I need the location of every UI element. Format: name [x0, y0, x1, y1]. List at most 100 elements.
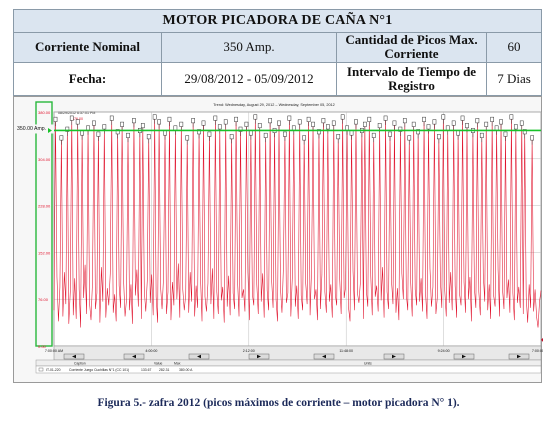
- peak-marker-icon: [503, 131, 508, 137]
- y-axis-frame: [35, 101, 53, 347]
- y-axis-ticks: 380.00 304.00 228.00 152.00 76.00 0.00: [38, 110, 51, 349]
- peak-marker-icon: [494, 125, 499, 131]
- peak-marker-icon: [96, 131, 101, 137]
- peak-marker-icon: [432, 119, 437, 125]
- trend-chart: Trend: Wednesday, August 29, 2012 – Wedn…: [13, 96, 543, 383]
- peak-marker-icon: [354, 119, 358, 125]
- time-nav-buttons[interactable]: [63, 353, 530, 360]
- legend-row-cell: IT-01-220: [46, 368, 61, 372]
- trace-line: [53, 115, 542, 328]
- peak-marker-icon: [311, 121, 315, 127]
- peak-marker-icon: [157, 119, 161, 125]
- peak-marker-icon: [475, 118, 480, 124]
- y-tick-label: 228.00: [38, 204, 51, 209]
- legend-row: [35, 365, 542, 374]
- peak-marker-icon: [416, 129, 420, 135]
- peak-marker-icon: [325, 124, 330, 130]
- arrow-left-icon[interactable]: [197, 354, 201, 359]
- peak-marker-icon: [422, 116, 426, 122]
- peak-marker-icon: [411, 121, 416, 127]
- peak-marker-icon: [197, 129, 201, 135]
- arrow-right-icon[interactable]: [392, 354, 396, 359]
- legend-row-cell: 380.00 A: [179, 368, 193, 372]
- legend-header-cell: Units: [364, 362, 372, 366]
- peak-marker-icon: [363, 121, 367, 127]
- peak-marker-icon: [132, 118, 136, 124]
- peak-marker-icon: [185, 135, 190, 141]
- peak-count-label-line2: Corriente: [384, 46, 439, 62]
- peak-marker-icon: [484, 121, 489, 127]
- peak-marker-icon: [191, 118, 195, 124]
- peak-marker-icon: [263, 132, 268, 138]
- y-tick-label: 0.00: [38, 344, 47, 349]
- x-tick-label: 2:12:00: [243, 349, 255, 353]
- peak-marker-icon: [407, 135, 412, 141]
- x-axis-ticks: 7:00:00 AM 4:00:00 2:12:00 11:48:00 9:24:00 7…: [45, 349, 543, 353]
- peak-marker-icon: [445, 125, 450, 131]
- peak-marker-icon: [179, 121, 184, 127]
- peak-marker-icon: [173, 125, 178, 131]
- cursor-value: 376.00: [72, 117, 83, 121]
- peak-marker-icon: [257, 123, 262, 129]
- peak-marker-icon: [201, 120, 206, 126]
- peak-marker-icon: [217, 124, 222, 130]
- peak-marker-icon: [244, 121, 249, 127]
- peak-marker-icon: [331, 120, 336, 126]
- peak-marker-icon: [249, 130, 253, 136]
- y-tick-label: 152.00: [38, 250, 51, 255]
- peak-marker-icon: [321, 118, 326, 124]
- peak-count-value: 60: [486, 32, 542, 63]
- x-tick-label: 9:24:00: [438, 349, 450, 353]
- peak-marker-icon: [253, 114, 258, 120]
- peak-marker-icon: [513, 124, 518, 130]
- peak-marker-icon: [349, 130, 354, 136]
- nominal-current-value: 350 Amp.: [161, 32, 337, 63]
- legend-header-cell: Value: [154, 362, 163, 366]
- peak-marker-icon: [345, 125, 349, 131]
- peak-marker-icon: [451, 120, 456, 126]
- peak-marker-icon: [223, 119, 228, 125]
- peak-marker-icon: [234, 116, 238, 122]
- table-title: MOTOR PICADORA DE CAÑA N°1: [13, 8, 542, 34]
- peak-marker-icon: [120, 121, 124, 127]
- peak-marker-icon: [367, 116, 372, 122]
- peak-marker-icon: [167, 116, 172, 122]
- peak-marker-icon: [102, 124, 107, 130]
- x-tick-label: 11:48:00: [339, 349, 353, 353]
- trace-series: [53, 115, 542, 328]
- reference-label-bg: [14, 124, 54, 134]
- interval-label-line2: Registro: [388, 77, 435, 93]
- peak-marker-icon: [287, 115, 292, 121]
- legend-header-cell: Caption: [74, 362, 86, 366]
- legend-checkbox[interactable]: [38, 367, 44, 372]
- legend-row-cell: Corriente Juego Cuchillas N°1 (CC 101): [69, 368, 129, 372]
- peak-marker-icon: [207, 131, 212, 137]
- peak-marker-icon: [519, 120, 524, 126]
- peak-marker-icon: [336, 134, 341, 140]
- peak-marker-icon: [283, 131, 287, 137]
- peak-marker-icon: [460, 115, 465, 121]
- arrow-left-icon[interactable]: [72, 354, 76, 359]
- trend-plot: Trend: Wednesday, August 29, 2012 – Wedn…: [14, 101, 543, 374]
- peak-marker-icon: [509, 114, 514, 120]
- legend-row-cell: 282.31: [159, 368, 169, 372]
- arrow-left-icon[interactable]: [132, 354, 136, 359]
- peak-marker-icon: [441, 114, 446, 120]
- peak-marker-icon: [530, 135, 534, 141]
- arrow-right-icon[interactable]: [462, 354, 466, 359]
- peak-marker-icon: [92, 120, 96, 126]
- peak-marker-icon: [59, 135, 64, 141]
- arrow-left-icon[interactable]: [322, 354, 326, 359]
- info-table: MOTOR PICADORA DE CAÑA N°1 Corriente Nom…: [13, 8, 542, 97]
- peak-marker-icon: [490, 116, 495, 122]
- arrow-right-icon[interactable]: [257, 354, 261, 359]
- x-tick-label: 4:00:00: [145, 349, 157, 353]
- nominal-current-label: Corriente Nominal: [13, 32, 162, 63]
- peak-marker-icon: [109, 115, 114, 121]
- peak-marker-icon: [229, 134, 234, 140]
- peak-marker-icon: [392, 120, 397, 126]
- peak-marker-icon: [53, 116, 58, 122]
- reference-arrow-left-icon: [48, 127, 52, 133]
- start-stamp: 08/29/2012 6:57:01 PM: [58, 111, 95, 115]
- arrow-right-icon[interactable]: [517, 354, 521, 359]
